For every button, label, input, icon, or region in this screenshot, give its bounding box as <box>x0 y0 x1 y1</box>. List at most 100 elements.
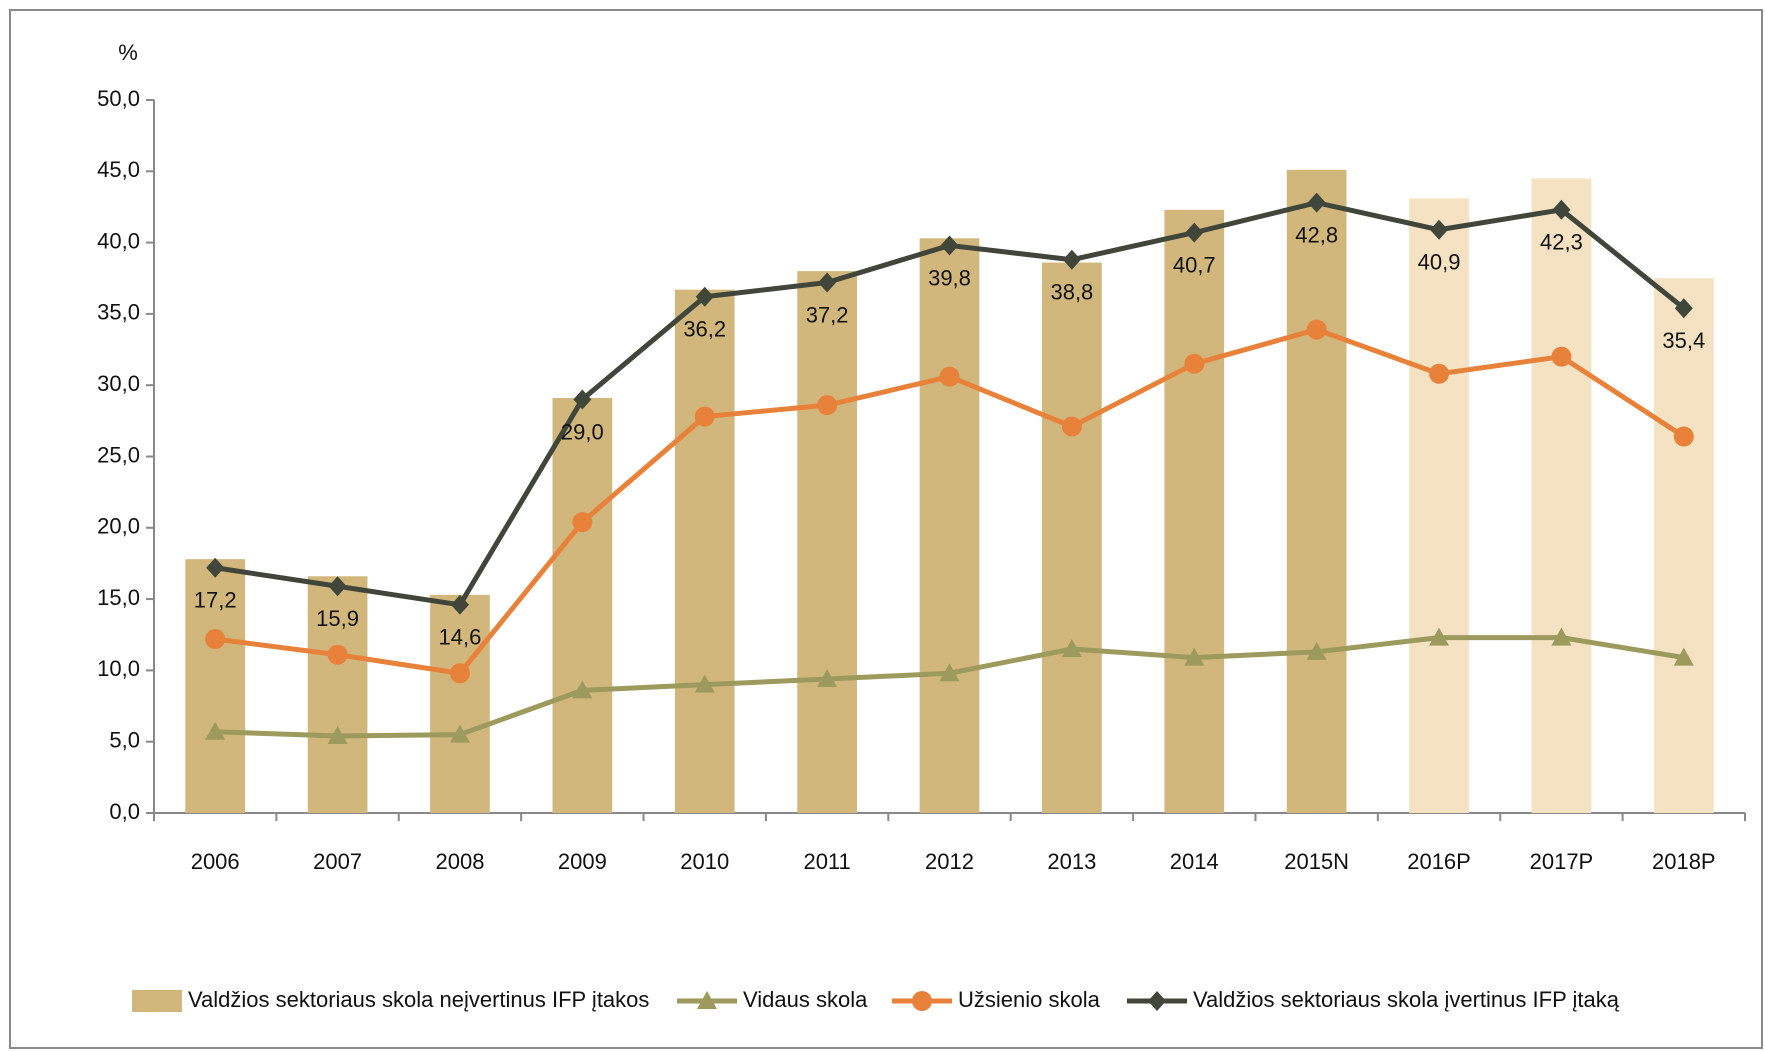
point <box>1674 298 1693 319</box>
data-label: 17,2 <box>194 588 237 613</box>
legend-label: Valdžios sektoriaus skola įvertinus IFP … <box>1193 987 1620 1012</box>
x-tick-label: 2008 <box>435 849 484 874</box>
point <box>939 366 960 387</box>
y-tick-label: 0,0 <box>109 799 140 824</box>
legend-marker <box>912 991 932 1011</box>
bar <box>185 559 246 813</box>
point <box>327 644 348 665</box>
point <box>327 725 348 744</box>
x-tick-label: 2011 <box>803 849 850 874</box>
point <box>695 286 714 307</box>
point <box>573 389 592 410</box>
y-tick-label: 35,0 <box>97 300 140 325</box>
x-tick-label: 2017P <box>1530 849 1594 874</box>
point <box>1307 192 1326 213</box>
legend-label: Vidaus skola <box>743 987 868 1012</box>
x-tick-label: 2018P <box>1652 849 1716 874</box>
y-tick-label: 40,0 <box>97 228 140 253</box>
bar <box>1286 169 1347 813</box>
point <box>1061 639 1082 658</box>
point <box>1430 219 1449 240</box>
point <box>205 721 226 740</box>
x-tick-label: 2016P <box>1407 849 1471 874</box>
y-tick-label: 5,0 <box>109 728 140 753</box>
bar <box>430 594 490 813</box>
x-tick-label: 2013 <box>1047 849 1096 874</box>
bar <box>1042 262 1102 814</box>
data-label: 37,2 <box>806 302 849 327</box>
point <box>1551 627 1572 646</box>
point <box>1061 416 1082 437</box>
bar <box>1653 278 1714 813</box>
bar <box>552 398 613 813</box>
y-tick-label: 30,0 <box>97 371 140 396</box>
point <box>1551 346 1572 367</box>
point <box>1673 647 1694 666</box>
data-label: 15,9 <box>316 606 359 631</box>
point <box>940 235 959 256</box>
point <box>818 272 837 293</box>
data-label: 39,8 <box>928 265 971 290</box>
point <box>206 557 225 578</box>
point <box>1552 199 1571 220</box>
point <box>1062 249 1081 270</box>
point <box>817 668 838 687</box>
x-tick-label: 2006 <box>191 849 240 874</box>
bar <box>1164 209 1225 813</box>
point <box>1185 222 1204 243</box>
data-label: 36,2 <box>683 317 726 342</box>
y-tick-label: 15,0 <box>97 585 140 610</box>
point <box>205 629 226 650</box>
point <box>1184 647 1205 666</box>
bar <box>797 271 857 813</box>
point <box>449 724 470 743</box>
point <box>1673 426 1694 447</box>
y-tick-label: 45,0 <box>97 157 140 182</box>
point <box>1306 319 1327 340</box>
bar <box>1409 198 1469 814</box>
data-label: 14,6 <box>439 625 482 650</box>
data-label: 42,3 <box>1540 230 1583 255</box>
chart-frame <box>9 9 1763 1049</box>
point <box>450 594 469 615</box>
y-tick-label: 50,0 <box>97 86 140 111</box>
point <box>1429 627 1450 646</box>
legend-label: Valdžios sektoriaus skola neįvertinus IF… <box>188 987 649 1012</box>
x-tick-label: 2007 <box>313 849 362 874</box>
y-tick-label: 10,0 <box>97 656 140 681</box>
data-label: 40,7 <box>1173 252 1216 277</box>
data-label: 35,4 <box>1662 328 1705 353</box>
point <box>449 663 470 684</box>
point <box>1306 641 1327 660</box>
point <box>939 663 960 682</box>
bar <box>1531 178 1592 813</box>
bar <box>919 238 980 813</box>
x-tick-label: 2012 <box>925 849 974 874</box>
x-tick-label: 2014 <box>1170 849 1219 874</box>
bar <box>307 576 368 813</box>
x-tick-label: 2010 <box>680 849 729 874</box>
bar <box>674 289 735 814</box>
legend-marker <box>697 991 717 1009</box>
legend-swatch <box>132 990 182 1012</box>
y-tick-label: 25,0 <box>97 442 140 467</box>
data-label: 42,8 <box>1295 222 1338 247</box>
y-tick-label: 20,0 <box>97 514 140 539</box>
point <box>328 576 347 597</box>
point <box>572 512 593 533</box>
legend-marker <box>1148 991 1166 1011</box>
point <box>1429 363 1450 384</box>
point <box>694 406 715 427</box>
y-axis-unit: % <box>118 40 138 65</box>
point <box>1184 353 1205 374</box>
x-tick-label: 2009 <box>558 849 607 874</box>
legend-label: Užsienio skola <box>958 987 1101 1012</box>
data-label: 29,0 <box>561 419 604 444</box>
point <box>694 674 715 693</box>
data-label: 40,9 <box>1418 250 1461 275</box>
x-tick-label: 2015N <box>1284 849 1349 874</box>
point <box>817 395 838 416</box>
data-label: 38,8 <box>1050 280 1093 305</box>
point <box>572 680 593 699</box>
